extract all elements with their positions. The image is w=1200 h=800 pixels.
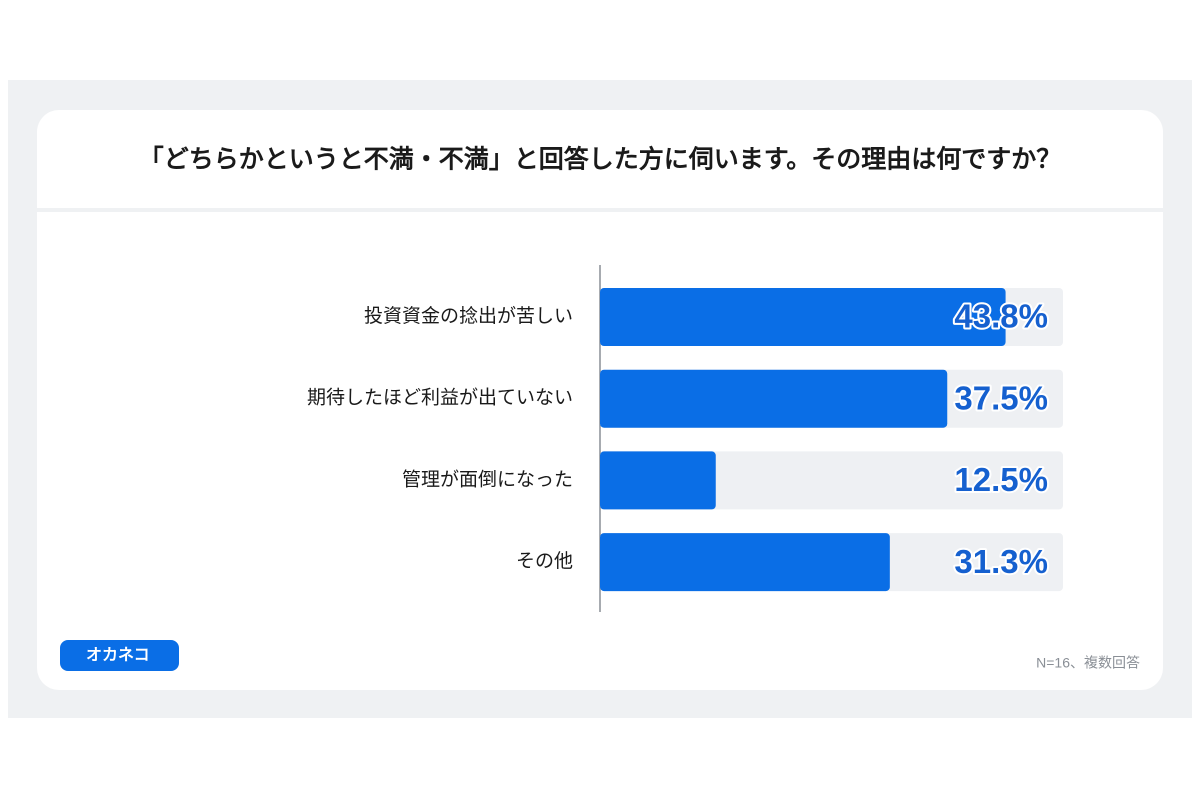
note: N=16、複数回答 — [1036, 655, 1140, 671]
value-label: 37.5% — [954, 379, 1048, 416]
divider — [37, 208, 1163, 212]
brand-logo — [60, 640, 179, 671]
category-label: 期待したほど利益が出ていない — [307, 387, 573, 409]
category-label: その他 — [516, 550, 573, 572]
bar — [600, 288, 1006, 346]
category-label: 投資資金の捻出が苦しい — [364, 305, 573, 327]
bar — [600, 451, 716, 510]
value-label: 31.3% — [954, 543, 1048, 580]
value-label: 12.5% — [954, 461, 1048, 498]
chart-title: 「どちらかというと不満・不満」と回答した方に伺います。その理由は何ですか？ — [139, 145, 1062, 174]
category-label: 管理が面倒になった — [402, 468, 573, 490]
value-label: 43.8% — [954, 298, 1048, 335]
bar — [600, 533, 890, 592]
brand-name: オカネコ — [86, 646, 150, 664]
bar — [600, 369, 948, 428]
